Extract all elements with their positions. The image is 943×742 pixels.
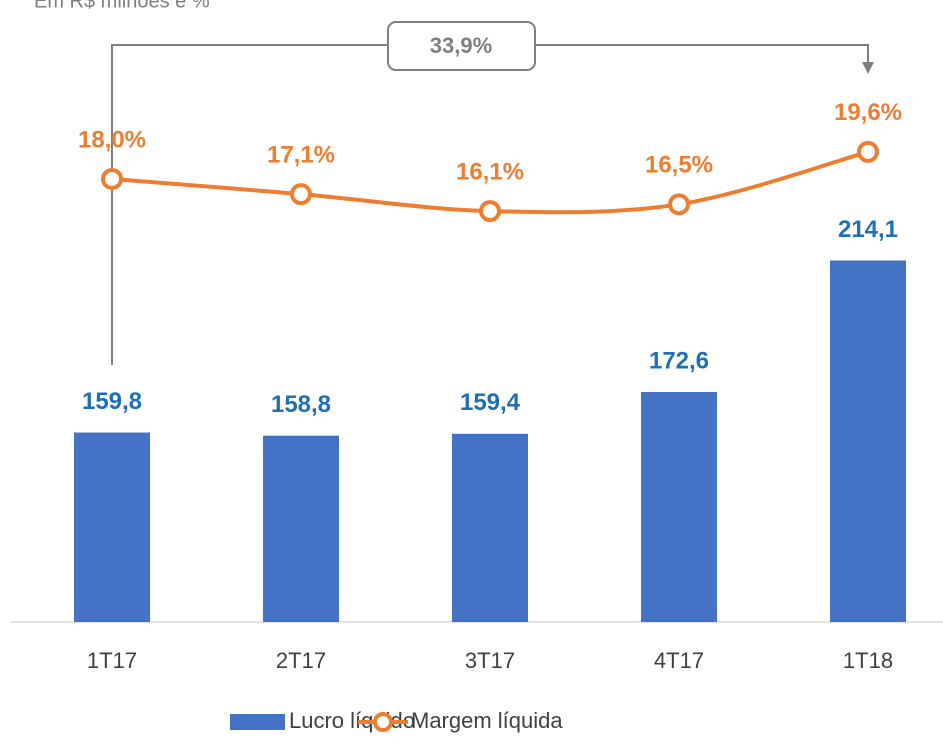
line-marker [668, 193, 690, 216]
chart-subtitle: Em R$ milhões e % [34, 0, 210, 12]
line-value-label: 19,6% [834, 99, 902, 126]
legend-label: Margem líquida [411, 708, 563, 733]
bar [74, 432, 150, 622]
line-marker [290, 183, 312, 206]
bar [641, 391, 717, 622]
bar [830, 260, 906, 622]
line-marker [101, 167, 123, 190]
line-value-label: 16,1% [456, 158, 524, 185]
line-value-label: 16,5% [645, 152, 713, 179]
bar-value-label: 159,4 [460, 389, 521, 416]
growth-box [387, 21, 536, 71]
x-tick-label: 4T17 [654, 648, 704, 673]
growth-label: 33,9% [430, 33, 492, 58]
line-marker [857, 140, 879, 163]
bar [452, 433, 528, 622]
x-tick-label: 1T18 [843, 648, 893, 673]
x-tick-label: 1T17 [87, 648, 137, 673]
bar-value-label: 158,8 [271, 391, 331, 418]
line-value-label: 18,0% [78, 126, 146, 153]
growth-bracket [111, 44, 869, 365]
legend-marker [373, 712, 393, 732]
x-tick-label: 2T17 [276, 648, 326, 673]
growth-arrow [862, 62, 874, 74]
legend-swatch [230, 714, 285, 730]
bar-value-label: 214,1 [838, 216, 898, 243]
bar-value-label: 172,6 [649, 347, 709, 374]
bar-value-label: 159,8 [82, 388, 142, 415]
line-marker [479, 200, 501, 223]
line-value-label: 17,1% [267, 142, 335, 169]
bar [263, 435, 339, 622]
x-tick-label: 3T17 [465, 648, 515, 673]
